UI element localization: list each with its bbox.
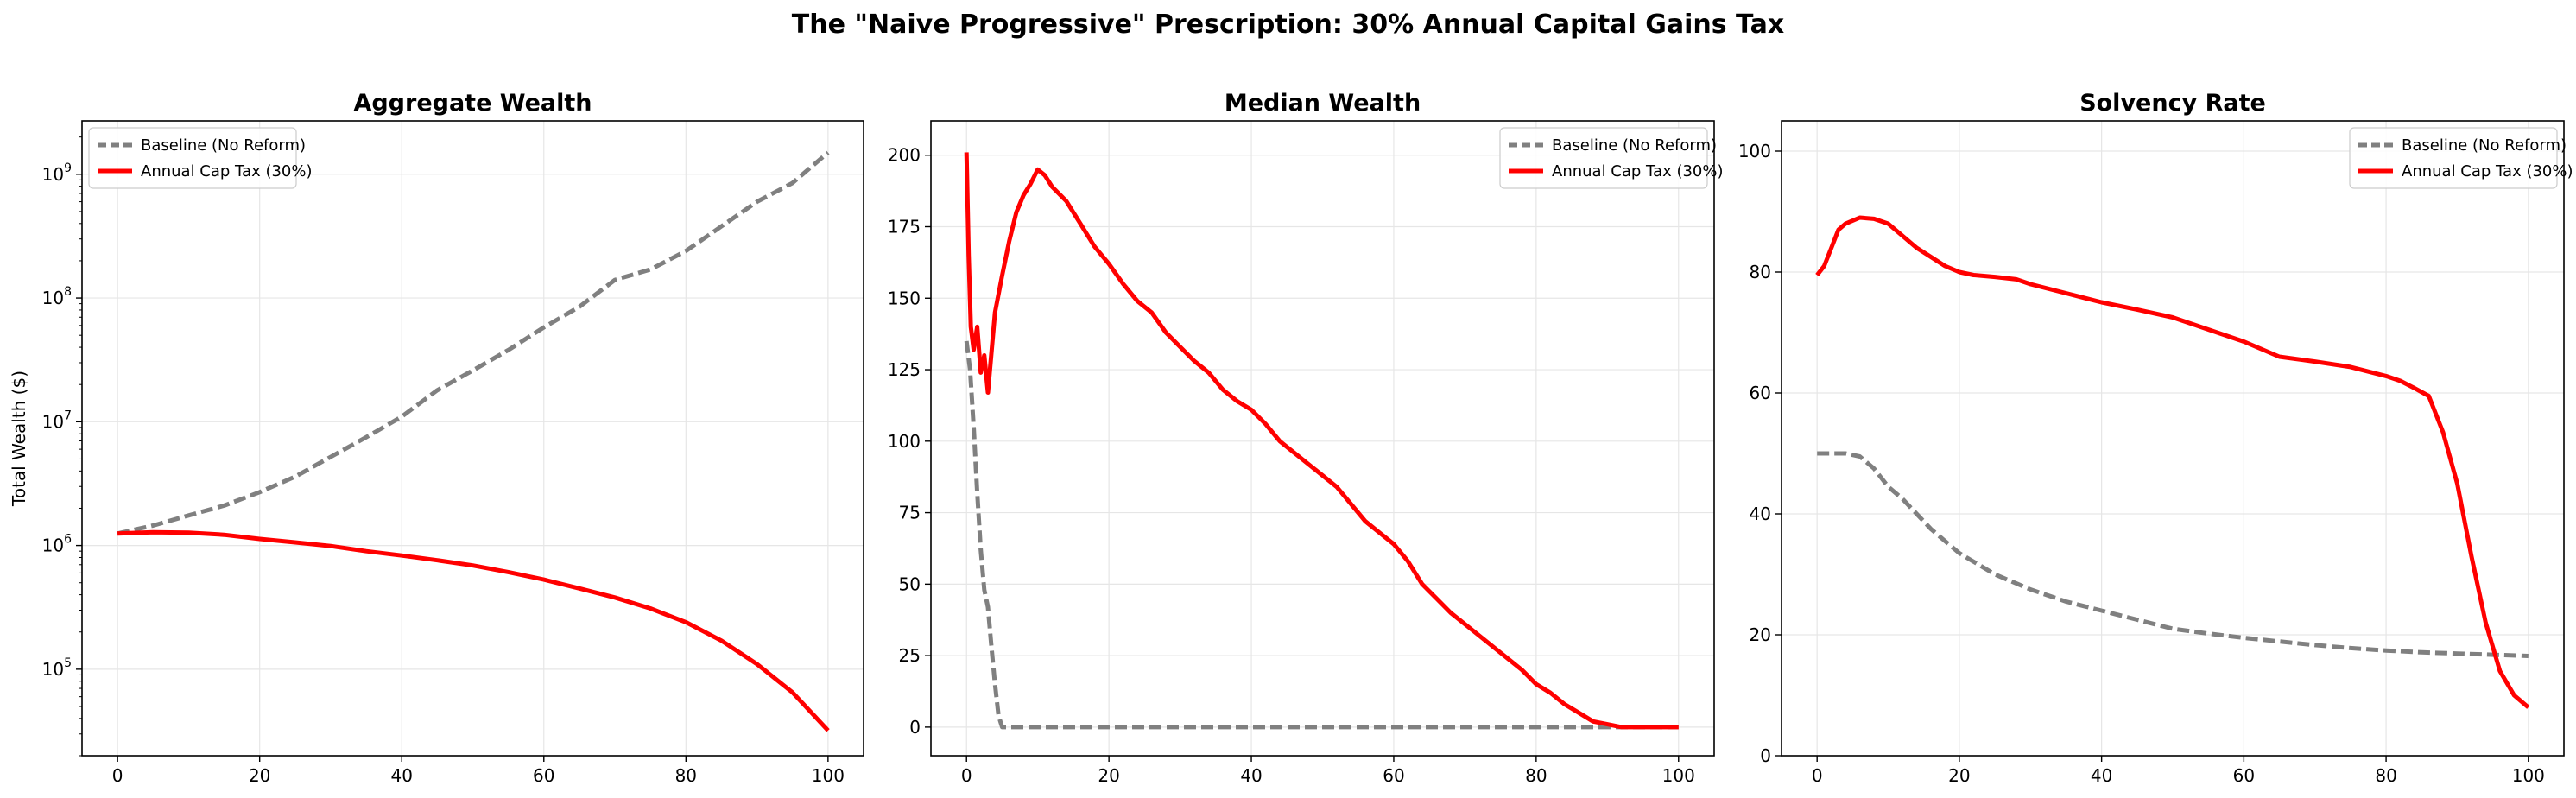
x-tick-label: 20	[1098, 765, 1119, 786]
reform-series-line	[1815, 215, 2530, 709]
panel-title: Aggregate Wealth	[353, 90, 592, 117]
legend-box	[88, 127, 297, 189]
panel-title: Solvency Rate	[2079, 90, 2266, 117]
baseline-series-line	[1817, 451, 2529, 658]
y-tick-label: 200	[888, 145, 921, 166]
y-tick-label: 40	[1750, 504, 1771, 524]
y-tick-label: 0	[909, 717, 921, 738]
y-tick-label: 107	[42, 408, 72, 432]
x-tick-label: 80	[675, 765, 697, 786]
legend-label: Baseline (No Reform)	[141, 136, 306, 155]
x-tick-label: 60	[2233, 765, 2255, 786]
x-tick-label: 0	[1812, 765, 1823, 786]
x-tick-label: 40	[391, 765, 413, 786]
y-axis-label: Total Wealth ($)	[9, 370, 29, 507]
y-tick-label: 150	[888, 288, 921, 308]
plot-frame	[1781, 120, 2565, 757]
x-tick-label: 20	[249, 765, 270, 786]
y-tick-label: 75	[899, 503, 921, 523]
panel-3: 0 20 40 60 80 100 0 20 40 60 80 100 Solvency Rate Bas…	[1738, 90, 2573, 786]
x-tick-label: 100	[2512, 765, 2545, 786]
y-tick-label: 106	[42, 533, 72, 556]
x-tick-label: 0	[112, 765, 123, 786]
y-tick-label: 108	[42, 285, 72, 308]
x-tick-label: 80	[1525, 765, 1547, 786]
y-tick-label: 100	[1738, 141, 1771, 162]
x-tick-label: 60	[533, 765, 554, 786]
plot-frame	[81, 120, 864, 757]
reform-series-line	[117, 529, 830, 732]
legend-box	[1499, 127, 1708, 189]
legend-label: Annual Cap Tax (30%)	[2402, 162, 2573, 180]
legend: Baseline (No Reform) Annual Cap Tax (30%)	[88, 127, 313, 189]
x-tick-label: 80	[2375, 765, 2396, 786]
legend-label: Baseline (No Reform)	[2402, 136, 2567, 155]
x-tick-label: 100	[812, 765, 845, 786]
y-tick-label: 125	[888, 359, 921, 380]
legend-box	[2349, 127, 2558, 189]
legend-label: Baseline (No Reform)	[1552, 136, 1717, 155]
y-tick-label: 175	[888, 217, 921, 238]
y-tick-label: 0	[1760, 745, 1771, 766]
x-tick-label: 60	[1383, 765, 1404, 786]
reform-series-line	[964, 152, 1679, 730]
y-tick-label: 25	[899, 645, 921, 666]
x-tick-label: 20	[1948, 765, 1970, 786]
legend-label: Annual Cap Tax (30%)	[141, 162, 313, 180]
x-tick-label: 100	[1662, 765, 1695, 786]
y-tick-label: 20	[1750, 624, 1771, 645]
legend-label: Annual Cap Tax (30%)	[1552, 162, 1724, 180]
x-tick-label: 40	[1240, 765, 1262, 786]
baseline-series-line	[117, 150, 830, 536]
panel-1: 0 20 40 60 80 100 105 106 107 108 109 Aggregate Wea…	[9, 90, 864, 786]
x-tick-label: 0	[961, 765, 972, 786]
y-tick-label: 50	[899, 573, 921, 594]
y-tick-label: 60	[1750, 383, 1771, 403]
y-tick-label: 109	[42, 162, 72, 185]
panel-2: 0 20 40 60 80 100 0 25 50 75 100 125 150 175 200 Median…	[888, 90, 1724, 786]
panel-title: Median Wealth	[1225, 90, 1421, 117]
y-tick-label: 100	[888, 431, 921, 452]
legend: Baseline (No Reform) Annual Cap Tax (30%)	[2349, 127, 2573, 189]
figure-suptitle: The "Naive Progressive" Prescription: 30…	[792, 10, 1784, 40]
plot-frame	[930, 120, 1715, 757]
baseline-series-line	[964, 340, 1679, 730]
y-tick-label: 80	[1750, 262, 1771, 282]
legend: Baseline (No Reform) Annual Cap Tax (30%)	[1499, 127, 1724, 189]
y-tick-label: 105	[42, 656, 72, 680]
x-tick-label: 40	[2091, 765, 2112, 786]
